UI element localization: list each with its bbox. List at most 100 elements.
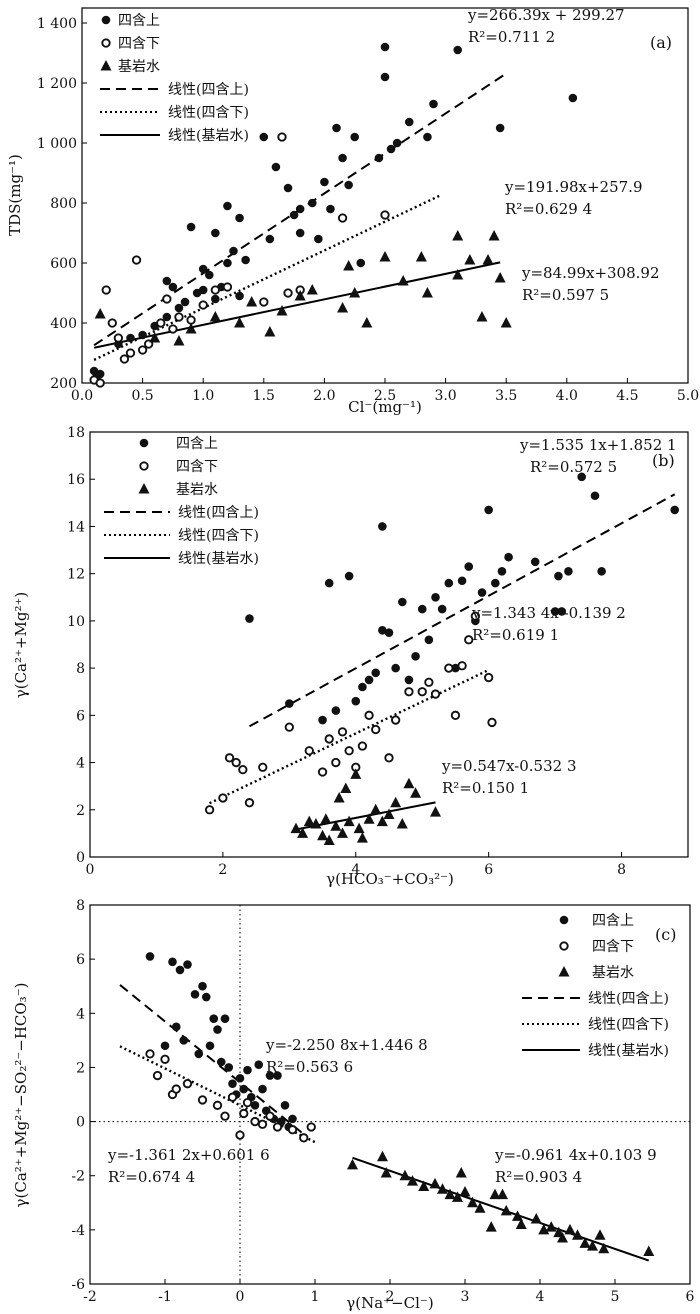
data-point-ring xyxy=(244,798,255,808)
data-point-triangle xyxy=(538,1223,550,1235)
y-tick-label: 800 xyxy=(50,196,77,212)
data-point-circle xyxy=(356,258,366,268)
data-point-circle xyxy=(213,1025,222,1034)
data-point-circle xyxy=(223,258,232,268)
data-point-circle xyxy=(386,144,396,154)
data-point-triangle xyxy=(370,803,382,815)
data-point-triangle xyxy=(336,827,348,838)
data-point-circle xyxy=(245,614,254,623)
x-tick-label: 5.0 xyxy=(677,388,699,404)
panel-a-fit-lines xyxy=(93,72,507,361)
panel-b-x-axis-label: γ(HCO₃⁻+CO₃²⁻) xyxy=(326,870,454,888)
y-tick-label: 1 400 xyxy=(37,16,77,32)
x-tick-label: 2.0 xyxy=(313,388,335,404)
panel-a-eq-lower: y=191.98x+257.9 xyxy=(504,178,643,196)
data-point-circle xyxy=(126,333,135,343)
data-point-circle xyxy=(497,567,507,576)
data-point-ring xyxy=(235,1130,245,1140)
panel-b-eq-bedrock: y=0.547x-0.532 3 xyxy=(441,757,577,775)
data-point-circle xyxy=(265,1071,275,1080)
data-point-ring xyxy=(324,734,334,744)
panel-b-plot-frame xyxy=(89,431,689,858)
legend-label: 线性(基岩水) xyxy=(178,550,259,567)
data-point-triangle xyxy=(379,251,391,262)
data-point-triangle xyxy=(323,834,335,845)
data-point-ring xyxy=(204,805,215,815)
x-tick-label: 3.0 xyxy=(434,388,456,404)
panel-a-eq-upper: y=266.39x + 299.27 xyxy=(467,6,625,24)
x-tick-label: 2.5 xyxy=(374,388,396,404)
data-point-ring xyxy=(317,767,328,777)
data-point-circle xyxy=(223,201,232,211)
x-tick-label: 5 xyxy=(611,1289,620,1305)
data-point-ring xyxy=(220,1111,230,1121)
data-point-triangle xyxy=(485,1221,497,1232)
fit-line-dashed xyxy=(248,493,676,728)
x-tick-label: 2 xyxy=(218,862,227,878)
data-point-circle xyxy=(429,99,438,109)
data-point-ring xyxy=(250,1116,260,1127)
data-point-ring xyxy=(137,345,148,355)
data-point-triangle xyxy=(333,791,345,803)
data-point-circle xyxy=(209,1014,219,1023)
data-point-ring xyxy=(417,687,427,697)
x-tick-label: 0.0 xyxy=(71,388,93,404)
panel-b-chart: (b) γ(HCO₃⁻+CO₃²⁻) γ(Ca²⁺+Mg²⁺) 0 2 4 6 8 0 2 4… xyxy=(12,425,689,888)
data-point-triangle xyxy=(579,1237,591,1248)
data-point-circle xyxy=(243,1065,252,1075)
data-point-circle xyxy=(295,204,305,214)
data-point-circle xyxy=(186,222,196,232)
legend-label: 线性(四含上) xyxy=(178,505,259,521)
panel-c-reference-lines xyxy=(90,905,690,1284)
data-point-circle xyxy=(331,706,341,715)
data-point-triangle xyxy=(512,1210,523,1221)
data-point-triangle xyxy=(377,1150,388,1162)
data-point-circle xyxy=(190,990,200,999)
panel-c-eq-lower: y=-1.361 2x+0.601 6 xyxy=(107,1146,270,1164)
x-tick-label: 6 xyxy=(686,1289,695,1305)
legend-label: 线性(基岩水) xyxy=(588,1042,669,1059)
panel-c-x-axis-label: γ(Na⁺−Cl⁻) xyxy=(346,1294,433,1312)
data-point-ring xyxy=(95,378,105,388)
data-point-circle xyxy=(273,1071,282,1080)
data-point-ring xyxy=(464,635,474,645)
x-tick-label: -2 xyxy=(83,1289,97,1305)
panel-c-fit-lines xyxy=(119,984,650,1262)
data-point-triangle xyxy=(149,332,161,343)
data-point-circle xyxy=(205,1041,215,1051)
data-point-circle xyxy=(283,183,293,193)
data-point-triangle xyxy=(310,817,322,829)
data-point-ring xyxy=(424,677,434,687)
data-point-ring xyxy=(299,1133,309,1143)
panel-b-label: (b) xyxy=(652,451,675,470)
data-point-circle xyxy=(229,246,238,256)
data-point-triangle xyxy=(452,269,464,280)
data-point-triangle xyxy=(598,1242,610,1254)
data-point-circle xyxy=(211,294,220,304)
data-point-circle xyxy=(201,992,211,1002)
data-point-circle xyxy=(171,1022,181,1032)
data-point-circle xyxy=(364,675,374,685)
data-point-circle xyxy=(194,1049,204,1059)
data-point-ring xyxy=(487,717,497,728)
y-tick-label: 6 xyxy=(76,952,85,968)
data-point-triangle xyxy=(500,317,512,328)
data-point-triangle xyxy=(459,1185,471,1197)
data-point-ring xyxy=(227,1092,238,1102)
panel-a-chart: (a) Cl⁻(mg⁻¹) TDS(mg⁻¹) 0.0 0.5 1.0 1.5 2.0 2… xyxy=(6,6,699,416)
data-point-triangle xyxy=(209,311,221,322)
data-point-circle xyxy=(288,1114,297,1124)
data-point-circle xyxy=(216,1057,226,1067)
data-point-ring xyxy=(457,661,467,671)
data-point-ring xyxy=(107,318,117,328)
data-point-circle xyxy=(378,626,387,635)
data-point-triangle xyxy=(464,254,476,265)
panel-c-points xyxy=(145,952,655,1257)
data-point-ring xyxy=(470,611,481,621)
data-point-triangle xyxy=(557,1231,568,1243)
data-point-triangle xyxy=(488,230,500,241)
data-point-ring xyxy=(258,762,268,772)
y-tick-label: 10 xyxy=(67,614,85,630)
y-tick-label: 1 200 xyxy=(37,76,77,92)
